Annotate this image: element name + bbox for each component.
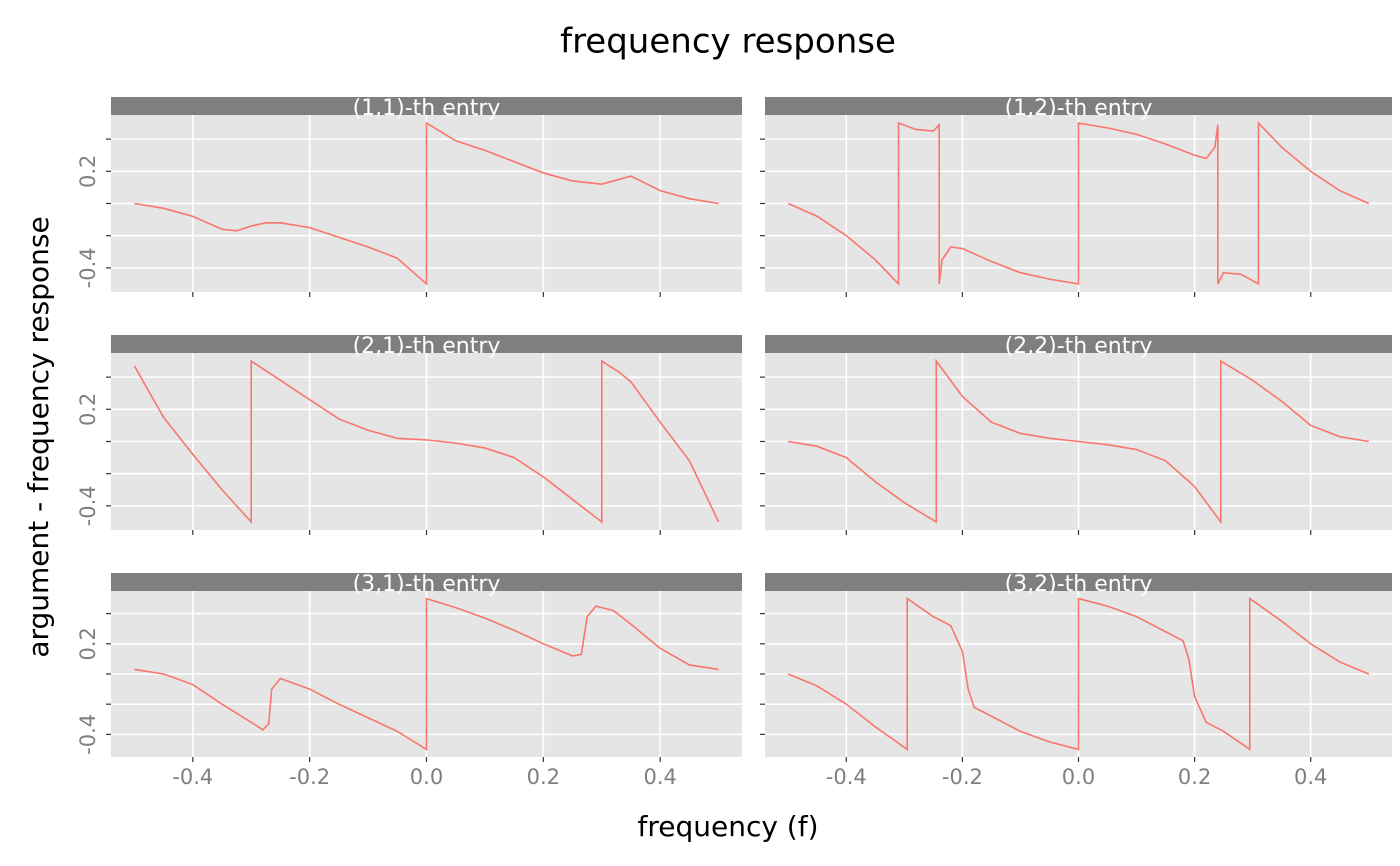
line [133, 359, 720, 525]
line [788, 358, 1369, 525]
line [787, 597, 1370, 751]
x-tick-label: 0.2 [527, 765, 560, 789]
line [787, 121, 1370, 286]
line [134, 121, 719, 286]
x-tick-label: 0.0 [410, 765, 443, 789]
x-tick-label: 0.4 [1294, 765, 1327, 789]
strip [765, 335, 1392, 353]
strip [765, 573, 1392, 591]
y-tick-label: 0.2 [76, 393, 100, 426]
x-tick-label: -0.2 [289, 765, 330, 789]
x-tick-label: -0.2 [942, 765, 983, 789]
x-axis-label: frequency (f) [637, 810, 818, 843]
x-tick-label: -0.4 [826, 765, 867, 789]
strip [111, 573, 742, 591]
y-tick-label: -0.4 [76, 247, 100, 288]
strip [111, 335, 742, 353]
y-axis-label: argument - frequency response [22, 216, 55, 657]
chart-title: frequency response [560, 22, 896, 62]
strip [765, 97, 1392, 115]
strip [111, 97, 742, 115]
y-tick-label: 0.2 [76, 155, 100, 188]
x-tick-label: 0.2 [1178, 765, 1211, 789]
line [134, 597, 719, 751]
y-tick-label: -0.4 [76, 485, 100, 526]
x-tick-label: 0.4 [644, 765, 677, 789]
y-tick-label: 0.2 [76, 627, 100, 660]
x-tick-label: -0.4 [172, 765, 213, 789]
x-tick-label: 0.0 [1062, 765, 1095, 789]
y-tick-label: -0.4 [76, 714, 100, 755]
